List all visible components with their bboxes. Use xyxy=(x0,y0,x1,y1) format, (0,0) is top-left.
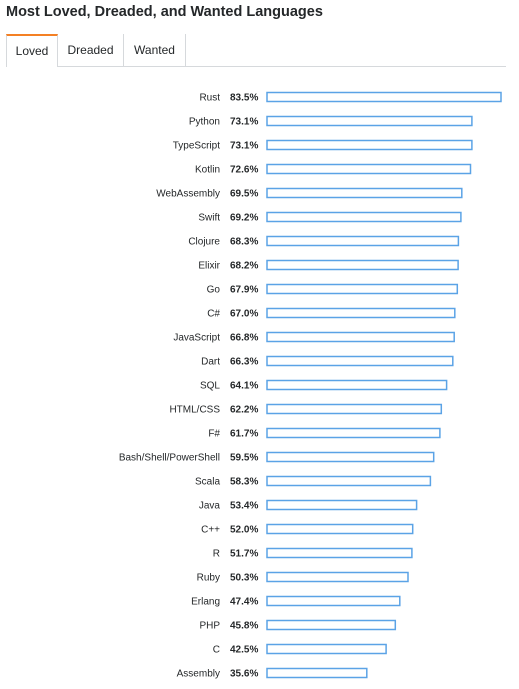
value-label: 47.4% xyxy=(230,597,258,608)
category-label: C# xyxy=(207,309,220,320)
category-label: Bash/Shell/PowerShell xyxy=(119,453,220,464)
category-label: Java xyxy=(199,501,221,512)
bar xyxy=(266,619,397,631)
category-label: WebAssembly xyxy=(156,189,220,200)
bar xyxy=(266,211,462,223)
bar xyxy=(266,355,454,367)
bar xyxy=(266,283,459,295)
value-label: 72.6% xyxy=(230,165,258,176)
category-label: HTML/CSS xyxy=(169,405,220,416)
value-label: 68.3% xyxy=(230,237,258,248)
bar xyxy=(266,427,441,439)
bar xyxy=(266,547,413,559)
category-label: Ruby xyxy=(197,573,220,584)
bar xyxy=(266,523,414,535)
value-label: 67.9% xyxy=(230,285,258,296)
category-label: Elixir xyxy=(198,261,220,272)
value-label: 73.1% xyxy=(230,117,258,128)
tab-bar: Loved Dreaded Wanted xyxy=(6,34,506,67)
value-label: 58.3% xyxy=(230,477,258,488)
value-label: 69.5% xyxy=(230,189,258,200)
category-label: SQL xyxy=(200,381,220,392)
category-label: Clojure xyxy=(188,237,220,248)
bar xyxy=(266,307,456,319)
category-label: Rust xyxy=(199,93,220,104)
bar xyxy=(266,331,455,343)
value-label: 67.0% xyxy=(230,309,258,320)
value-label: 61.7% xyxy=(230,429,258,440)
value-label: 66.3% xyxy=(230,357,258,368)
category-label: Kotlin xyxy=(195,165,220,176)
bar xyxy=(266,643,387,655)
category-label: Python xyxy=(189,117,220,128)
value-label: 59.5% xyxy=(230,453,258,464)
bar xyxy=(266,115,473,127)
tab-wanted[interactable]: Wanted xyxy=(124,34,186,66)
value-label: 68.2% xyxy=(230,261,258,272)
bar xyxy=(266,451,435,463)
bar xyxy=(266,379,448,391)
value-label: 83.5% xyxy=(230,93,258,104)
bar xyxy=(266,475,432,487)
category-label: PHP xyxy=(199,621,220,632)
category-label: Go xyxy=(207,285,221,296)
bar xyxy=(266,187,463,199)
category-label: R xyxy=(213,549,220,560)
value-label: 64.1% xyxy=(230,381,258,392)
bar xyxy=(266,163,472,175)
bar-chart: Rust 83.5% Python 73.1% TypeScript 73.1% Kotli… xyxy=(119,91,502,680)
value-label: 53.4% xyxy=(230,501,258,512)
value-label: 45.8% xyxy=(230,621,258,632)
category-label: F# xyxy=(208,429,220,440)
category-label: Scala xyxy=(195,477,220,488)
tab-dreaded[interactable]: Dreaded xyxy=(58,34,124,66)
bar xyxy=(266,139,473,151)
bar xyxy=(266,259,459,271)
bar xyxy=(266,235,460,247)
value-label: 50.3% xyxy=(230,573,258,584)
value-label: 73.1% xyxy=(230,141,258,152)
value-label: 62.2% xyxy=(230,405,258,416)
category-label: Erlang xyxy=(191,597,220,608)
bar xyxy=(266,571,409,583)
category-label: C++ xyxy=(201,525,220,536)
tab-loved[interactable]: Loved xyxy=(6,34,58,67)
chart-title: Most Loved, Dreaded, and Wanted Language… xyxy=(6,4,323,20)
value-label: 66.8% xyxy=(230,333,258,344)
bar xyxy=(266,403,443,415)
category-label: Assembly xyxy=(177,669,220,680)
category-label: Swift xyxy=(198,213,220,224)
bar xyxy=(266,91,502,103)
value-label: 51.7% xyxy=(230,549,258,560)
value-label: 69.2% xyxy=(230,213,258,224)
bar xyxy=(266,499,418,511)
category-label: C xyxy=(213,645,220,656)
value-label: 35.6% xyxy=(230,669,258,680)
value-label: 42.5% xyxy=(230,645,258,656)
category-label: JavaScript xyxy=(173,333,220,344)
bar xyxy=(266,667,368,679)
bar xyxy=(266,595,401,607)
value-label: 52.0% xyxy=(230,525,258,536)
category-label: TypeScript xyxy=(173,141,220,152)
category-label: Dart xyxy=(201,357,220,368)
